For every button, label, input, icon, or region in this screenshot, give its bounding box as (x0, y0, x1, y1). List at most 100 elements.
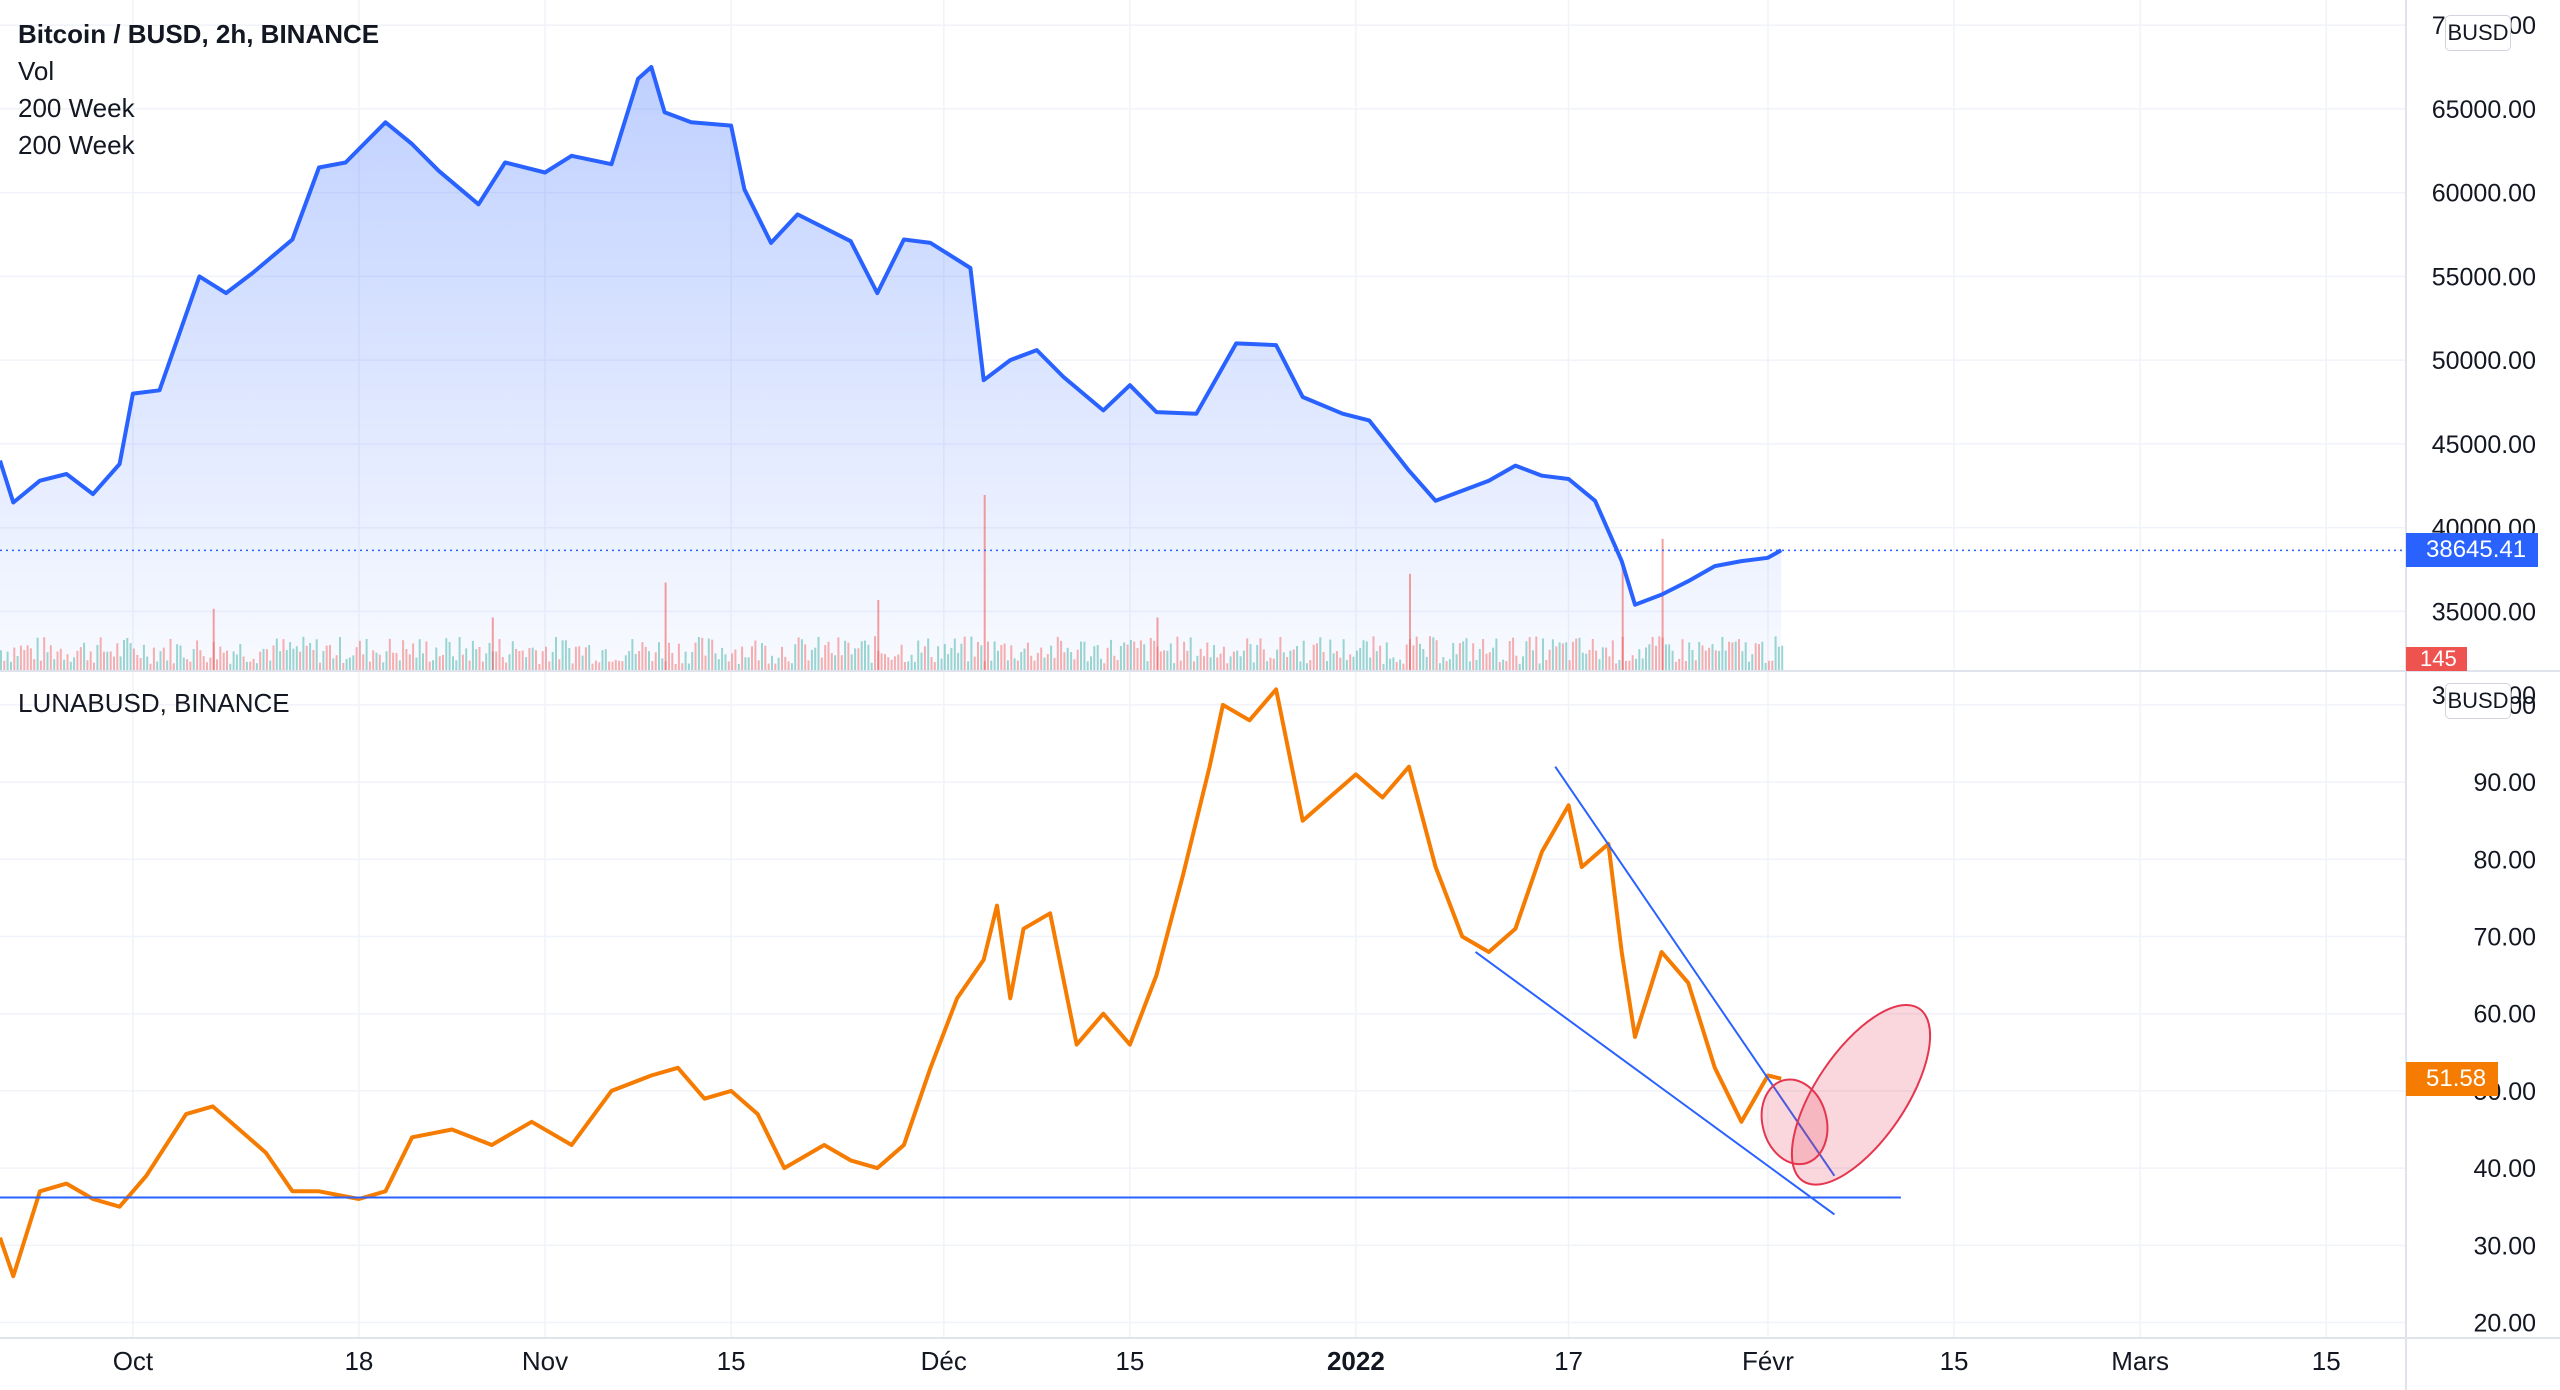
luna-legend: LUNABUSD, BINANCE (18, 685, 290, 722)
volume-bar (604, 649, 607, 670)
volume-bar (830, 653, 833, 670)
volume-bar (1508, 641, 1511, 670)
volume-bar (774, 663, 777, 670)
volume-bar (987, 641, 989, 670)
volume-bar (628, 651, 631, 670)
volume-bar (1535, 636, 1538, 670)
volume-bar (1159, 651, 1162, 670)
volume-bar (1429, 636, 1431, 670)
luna-price-line (0, 687, 1782, 1279)
volume-bar (335, 655, 338, 670)
btc-price-line (0, 65, 1783, 607)
volume-bar (1771, 660, 1774, 670)
volume-bar (348, 657, 351, 670)
volume-bar (1525, 641, 1528, 670)
volume-bar (219, 646, 222, 670)
volume-bar (1259, 638, 1262, 670)
volume-bar (1209, 657, 1212, 670)
volume-bar (1645, 647, 1647, 670)
volume-bar (558, 659, 561, 670)
volume-bar (36, 637, 39, 670)
volume-bar (1605, 647, 1608, 670)
btc-y-tick-label: 45000.00 (2432, 431, 2536, 459)
volume-bar (1030, 655, 1033, 670)
volume-bar (1365, 641, 1368, 670)
volume-spike (491, 617, 494, 670)
volume-bar (684, 651, 687, 670)
volume-bar (1196, 655, 1199, 670)
volume-bar (1515, 655, 1518, 670)
volume-bar (668, 642, 670, 670)
volume-bar (1023, 648, 1026, 670)
volume-bar (1389, 658, 1392, 670)
volume-bar (1741, 651, 1744, 670)
volume-bar (598, 662, 601, 670)
volume-bar (1126, 644, 1129, 670)
indicator-200-week-2[interactable]: 200 Week (18, 130, 135, 160)
volume-bar (442, 655, 444, 670)
volume-bar (1252, 662, 1255, 670)
top-currency-badge[interactable]: BUSD (2445, 15, 2511, 51)
volume-bar (142, 644, 145, 670)
volume-bar (1455, 654, 1458, 670)
volume-bar (1748, 661, 1750, 670)
volume-bar (232, 651, 235, 670)
volume-bar (1405, 644, 1408, 670)
volume-bar (638, 651, 641, 670)
volume-spike (664, 582, 667, 670)
volume-bar (1289, 650, 1292, 670)
volume-bar (136, 654, 139, 670)
volume-bar (1256, 645, 1259, 670)
volume-bar (29, 648, 32, 670)
volume-bar (1096, 645, 1099, 670)
volume-bar (584, 647, 587, 670)
volume-bar (435, 647, 438, 670)
bitcoin-legend: Bitcoin / BUSD, 2h, BINANCE Vol 200 Week… (18, 16, 379, 164)
volume-bar (461, 654, 464, 670)
volume-bar (1302, 640, 1305, 670)
volume-bar (1372, 636, 1375, 670)
volume-bar (352, 655, 355, 670)
bottom-currency-badge[interactable]: BUSD (2445, 683, 2511, 719)
volume-bar (1369, 657, 1372, 670)
volume-bar (418, 639, 421, 670)
volume-bar (953, 638, 956, 670)
volume-bar (1186, 650, 1189, 670)
volume-bar (368, 661, 371, 670)
volume-bar (116, 643, 119, 670)
volume-bar (1276, 649, 1279, 670)
volume-bar (66, 654, 69, 670)
volume-bar (1146, 661, 1149, 670)
volume-bar (1136, 648, 1139, 670)
volume-bar (1026, 642, 1029, 670)
volume-bar (1402, 663, 1405, 670)
volume-bar (1754, 643, 1757, 670)
volume-bar (651, 661, 654, 670)
volume-bar (222, 652, 225, 670)
volume-bar (53, 659, 56, 670)
indicator-vol[interactable]: Vol (18, 56, 55, 86)
volume-bar (432, 660, 434, 670)
volume-bar (355, 647, 358, 670)
volume-bar (661, 658, 664, 670)
volume-bar (3, 660, 6, 670)
indicator-200-week-1[interactable]: 200 Week (18, 93, 135, 123)
volume-bar (860, 641, 863, 670)
volume-bar (1714, 650, 1717, 670)
volume-bar (847, 642, 850, 670)
volume-bar (1176, 636, 1179, 670)
volume-bar (1006, 660, 1009, 670)
volume-bar (99, 637, 102, 670)
volume-bar (1767, 660, 1770, 670)
volume-bar (1076, 649, 1079, 670)
volume-bar (1598, 659, 1601, 670)
volume-bar (1475, 659, 1478, 670)
volume-bar (309, 643, 312, 670)
volume-bar (1116, 660, 1119, 670)
volume-bar (1003, 643, 1006, 670)
volume-bar (1016, 660, 1019, 670)
volume-bar (538, 664, 541, 670)
volume-bar (448, 641, 451, 670)
volume-bar (345, 658, 348, 670)
